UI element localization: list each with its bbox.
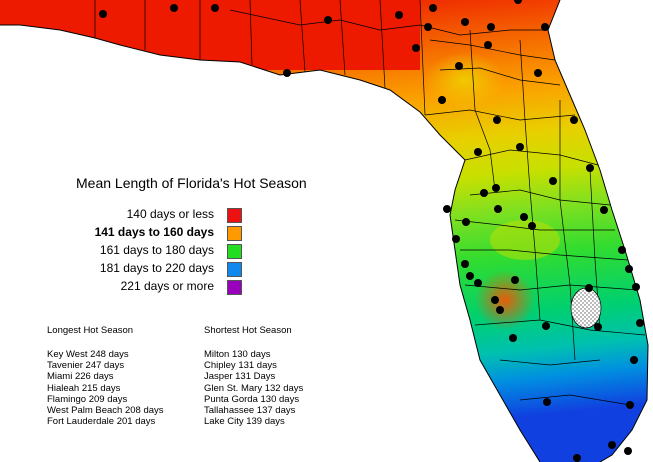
- list-item: Fort Lauderdale 201 days: [47, 416, 156, 428]
- map-title: Mean Length of Florida's Hot Season: [76, 175, 307, 191]
- legend-label: 140 days or less: [126, 207, 214, 221]
- list-item: Milton 130 days: [204, 349, 271, 360]
- list-item: Key West 248 days: [47, 349, 129, 360]
- list-item: Miami 226 days: [47, 371, 114, 383]
- legend-swatch: [227, 226, 242, 241]
- legend: 140 days or less 141 days to 160 days 161 …: [60, 206, 250, 296]
- legend-row: 141 days to 160 days: [60, 224, 250, 242]
- legend-row: 221 days or more: [60, 278, 250, 296]
- longest-season-heading: Longest Hot Season: [47, 325, 134, 336]
- list-item: Lake City 139 days: [204, 416, 285, 428]
- legend-row: 181 days to 220 days: [60, 260, 250, 278]
- legend-label: 181 days to 220 days: [99, 261, 214, 275]
- list-item: West Palm Beach 208 days: [47, 405, 164, 417]
- list-item: Tallahassee 137 days: [204, 405, 296, 417]
- shortest-season-heading: Shortest Hot Season: [204, 325, 292, 336]
- legend-row: 161 days to 180 days: [60, 242, 250, 260]
- longest-season-list: Longest Hot Season Key West 248 days Tave…: [47, 325, 164, 427]
- station-dots: [99, 0, 644, 462]
- list-item: Glen St. Mary 132 days: [204, 382, 304, 394]
- legend-label: 161 days to 180 days: [99, 243, 214, 257]
- legend-swatch: [227, 244, 242, 259]
- legend-row: 140 days or less: [60, 206, 250, 224]
- county-lines: [94, 0, 646, 406]
- legend-label: 141 days to 160 days: [94, 225, 214, 239]
- legend-swatch: [227, 208, 242, 223]
- list-item: Jasper 131 Days: [204, 371, 276, 383]
- list-item: Punta Gorda 130 days: [204, 393, 300, 405]
- lake-okeechobee: [570, 287, 602, 329]
- list-item: Flamingo 209 days: [47, 393, 128, 405]
- legend-swatch: [227, 262, 242, 277]
- list-item: Hialeah 215 days: [47, 382, 121, 394]
- list-item: Chipley 131 days: [204, 360, 277, 372]
- legend-label: 221 days or more: [120, 279, 214, 293]
- legend-swatch: [227, 280, 242, 295]
- shortest-season-list: Shortest Hot Season Milton 130 days Chipl…: [204, 325, 303, 427]
- list-item: Tavenier 247 days: [47, 360, 125, 372]
